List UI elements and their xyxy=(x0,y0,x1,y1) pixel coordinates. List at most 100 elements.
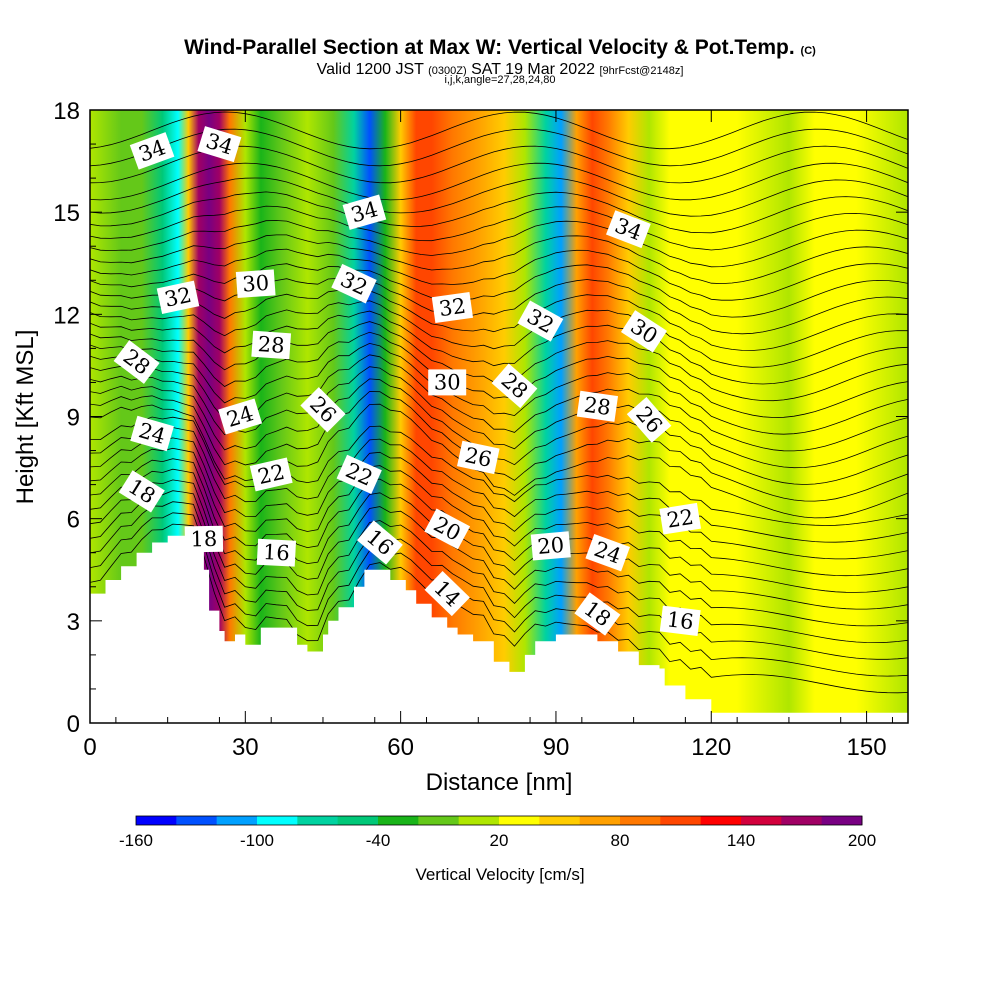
colorbar-tick-label: 200 xyxy=(848,831,876,850)
isentrope-line xyxy=(90,523,908,694)
contour-label-text: 32 xyxy=(162,283,193,312)
valid-time-utc: (0300Z) xyxy=(428,65,467,77)
contour-label: 30 xyxy=(235,269,276,298)
contour-label: 32 xyxy=(431,291,474,324)
isentrope-line xyxy=(90,191,908,234)
copyright-mark: (C) xyxy=(800,45,816,57)
colorbar-tick-label: -160 xyxy=(119,831,153,850)
contour-label-text: 28 xyxy=(257,332,285,358)
colorbar-title: Vertical Velocity [cm/s] xyxy=(415,865,584,884)
contour-label-box xyxy=(626,397,672,443)
contour-label-box xyxy=(336,454,382,495)
contour-label: 18 xyxy=(184,525,224,553)
contour-label-box xyxy=(130,415,174,452)
colorbar-segment xyxy=(176,816,218,825)
contour-label-box xyxy=(256,538,297,567)
contour-label-text: 26 xyxy=(463,443,494,472)
contour-label-box xyxy=(491,363,538,409)
valid-time-prefix: Valid 1200 JST xyxy=(316,61,424,78)
contour-label: 34 xyxy=(342,194,387,230)
isentrope-line xyxy=(90,479,908,627)
isentrope-line xyxy=(90,220,908,268)
contour-label-text: 30 xyxy=(434,370,461,394)
contour-label-box xyxy=(356,520,403,565)
contour-label-text: 16 xyxy=(262,540,290,565)
isentrope-line xyxy=(90,310,908,385)
x-axis: 0 30 60 90 120 150 xyxy=(83,110,893,761)
contour-label-box xyxy=(129,132,175,170)
contour-label-box xyxy=(530,531,571,561)
isentrope-line xyxy=(90,378,908,485)
contour-label-text: 28 xyxy=(582,393,612,420)
contour-label-text: 18 xyxy=(190,527,217,551)
colorbar-tick-label: 20 xyxy=(490,831,509,850)
contour-label: 24 xyxy=(218,398,263,435)
colorbar-tick-label: 80 xyxy=(611,831,630,850)
isentrope-line xyxy=(90,447,908,577)
colorbar-segment xyxy=(257,816,298,825)
colorbar-segment xyxy=(539,816,581,825)
y-axis-title: Height [Kft MSL] xyxy=(12,330,39,505)
isentrope-line xyxy=(90,416,908,526)
contour-label-box xyxy=(235,269,276,298)
contour-label-box xyxy=(249,457,293,492)
contour-label: 28 xyxy=(576,390,619,422)
contour-label-box xyxy=(113,340,160,384)
contour-label: 16 xyxy=(256,538,297,567)
colorbar-segment xyxy=(660,816,702,825)
y-tick-label: 9 xyxy=(67,405,80,432)
x-tick-label: 90 xyxy=(543,734,570,761)
contour-label-box xyxy=(659,605,701,637)
colorbar-tick-label: -40 xyxy=(366,831,391,850)
isentrope-line xyxy=(90,512,908,677)
contour-label-box xyxy=(118,470,165,513)
contour-label: 24 xyxy=(130,415,174,452)
isentrope-line xyxy=(90,300,908,368)
contour-label: 28 xyxy=(251,330,292,360)
isentrope-line xyxy=(90,427,908,543)
colorbar-segment xyxy=(620,816,661,825)
valid-time: Valid 1200 JST (0300Z) SAT 19 Mar 2022 [… xyxy=(0,61,1000,79)
valid-time-date: SAT 19 Mar 2022 xyxy=(471,61,595,78)
isentrope-line xyxy=(90,342,908,435)
colorbar-segment xyxy=(700,816,742,825)
y-tick-label: 3 xyxy=(67,609,80,636)
contour-label: 20 xyxy=(530,531,571,561)
contour-label-box xyxy=(251,330,292,360)
isentrope-line xyxy=(90,111,908,150)
isentrope-line xyxy=(90,128,908,167)
isentrope-line xyxy=(90,468,908,610)
contour-label-text: 20 xyxy=(536,533,565,559)
isentrope-line xyxy=(90,437,908,560)
contour-label-text: 22 xyxy=(255,460,286,489)
isentrope-line xyxy=(90,205,908,251)
contour-label-box xyxy=(184,525,224,553)
colorbar-segment xyxy=(741,816,782,825)
chart-title: Wind-Parallel Section at Max W: Vertical… xyxy=(0,36,1000,60)
isentrope-line xyxy=(90,289,908,351)
colorbar-segment xyxy=(297,816,339,825)
colorbar-segment xyxy=(337,816,379,825)
contour-label-box xyxy=(431,291,474,324)
section-indices: i,j,k,angle=27,28,24,80 xyxy=(444,74,556,86)
y-tick-label: 6 xyxy=(67,507,80,534)
x-tick-label: 0 xyxy=(83,734,96,761)
isentrope-line xyxy=(90,277,908,335)
x-tick-label: 30 xyxy=(232,734,259,761)
colorbar-segment xyxy=(781,816,823,825)
contour-label-box xyxy=(424,508,471,550)
contour-label-box xyxy=(156,280,200,314)
contour-label-box xyxy=(585,533,631,572)
contour-label-box xyxy=(424,571,470,617)
contour-label-box xyxy=(517,300,564,342)
colorbar-tick-label: -100 xyxy=(240,831,274,850)
isentrope-line xyxy=(90,458,908,593)
y-tick-label: 12 xyxy=(53,302,80,329)
isentrope-line xyxy=(90,490,908,644)
contour-label-box xyxy=(331,263,377,304)
colorbar-frame xyxy=(135,815,863,826)
terrain-mask xyxy=(90,535,908,723)
contour-label: 16 xyxy=(659,605,701,637)
contour-label-box xyxy=(659,502,701,535)
isentrope-line xyxy=(90,501,908,660)
